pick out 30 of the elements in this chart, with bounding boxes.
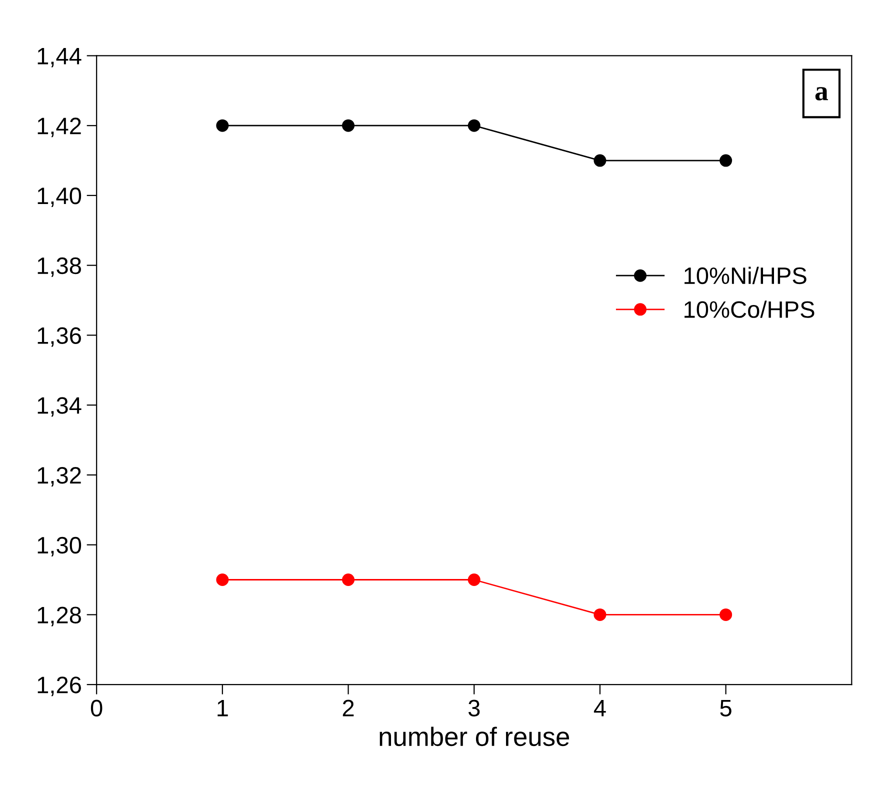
x-tick-label: 5 — [720, 700, 732, 716]
y-tick-label: 1,26 — [38, 676, 81, 696]
y-tick-label: 1,44 — [38, 48, 82, 68]
x-axis-title: number of reuse — [380, 726, 570, 746]
point — [720, 154, 732, 167]
x-tick-label: 1 — [218, 700, 228, 716]
y-tick-label: 1,42 — [38, 118, 81, 138]
point — [342, 574, 355, 586]
x-tick-label: 3 — [468, 700, 480, 716]
x-tick-label: 4 — [594, 700, 606, 716]
y-tick-label: 1,38 — [38, 257, 81, 277]
annotation: a — [815, 87, 828, 100]
point — [594, 608, 606, 621]
point — [594, 154, 606, 167]
y-tick-label: 1,40 — [38, 188, 82, 208]
point — [468, 119, 480, 132]
point — [216, 119, 229, 132]
y-tick-label: 1,28 — [38, 606, 81, 626]
y-tick-label: 1,36 — [38, 327, 81, 347]
point — [720, 608, 732, 621]
legend-label: 10%Ni/HPS — [684, 266, 806, 284]
x-tick-label: 2 — [342, 700, 354, 716]
y-tick-label: 1,34 — [38, 397, 82, 417]
x-tick-label: 0 — [90, 700, 102, 716]
y-tick-label: 1,32 — [38, 467, 81, 487]
point — [468, 574, 480, 586]
point — [216, 574, 229, 586]
y-tick-label: 1,30 — [38, 536, 82, 556]
legend-label: 10%Co/HPS — [684, 300, 814, 318]
point — [342, 119, 355, 132]
